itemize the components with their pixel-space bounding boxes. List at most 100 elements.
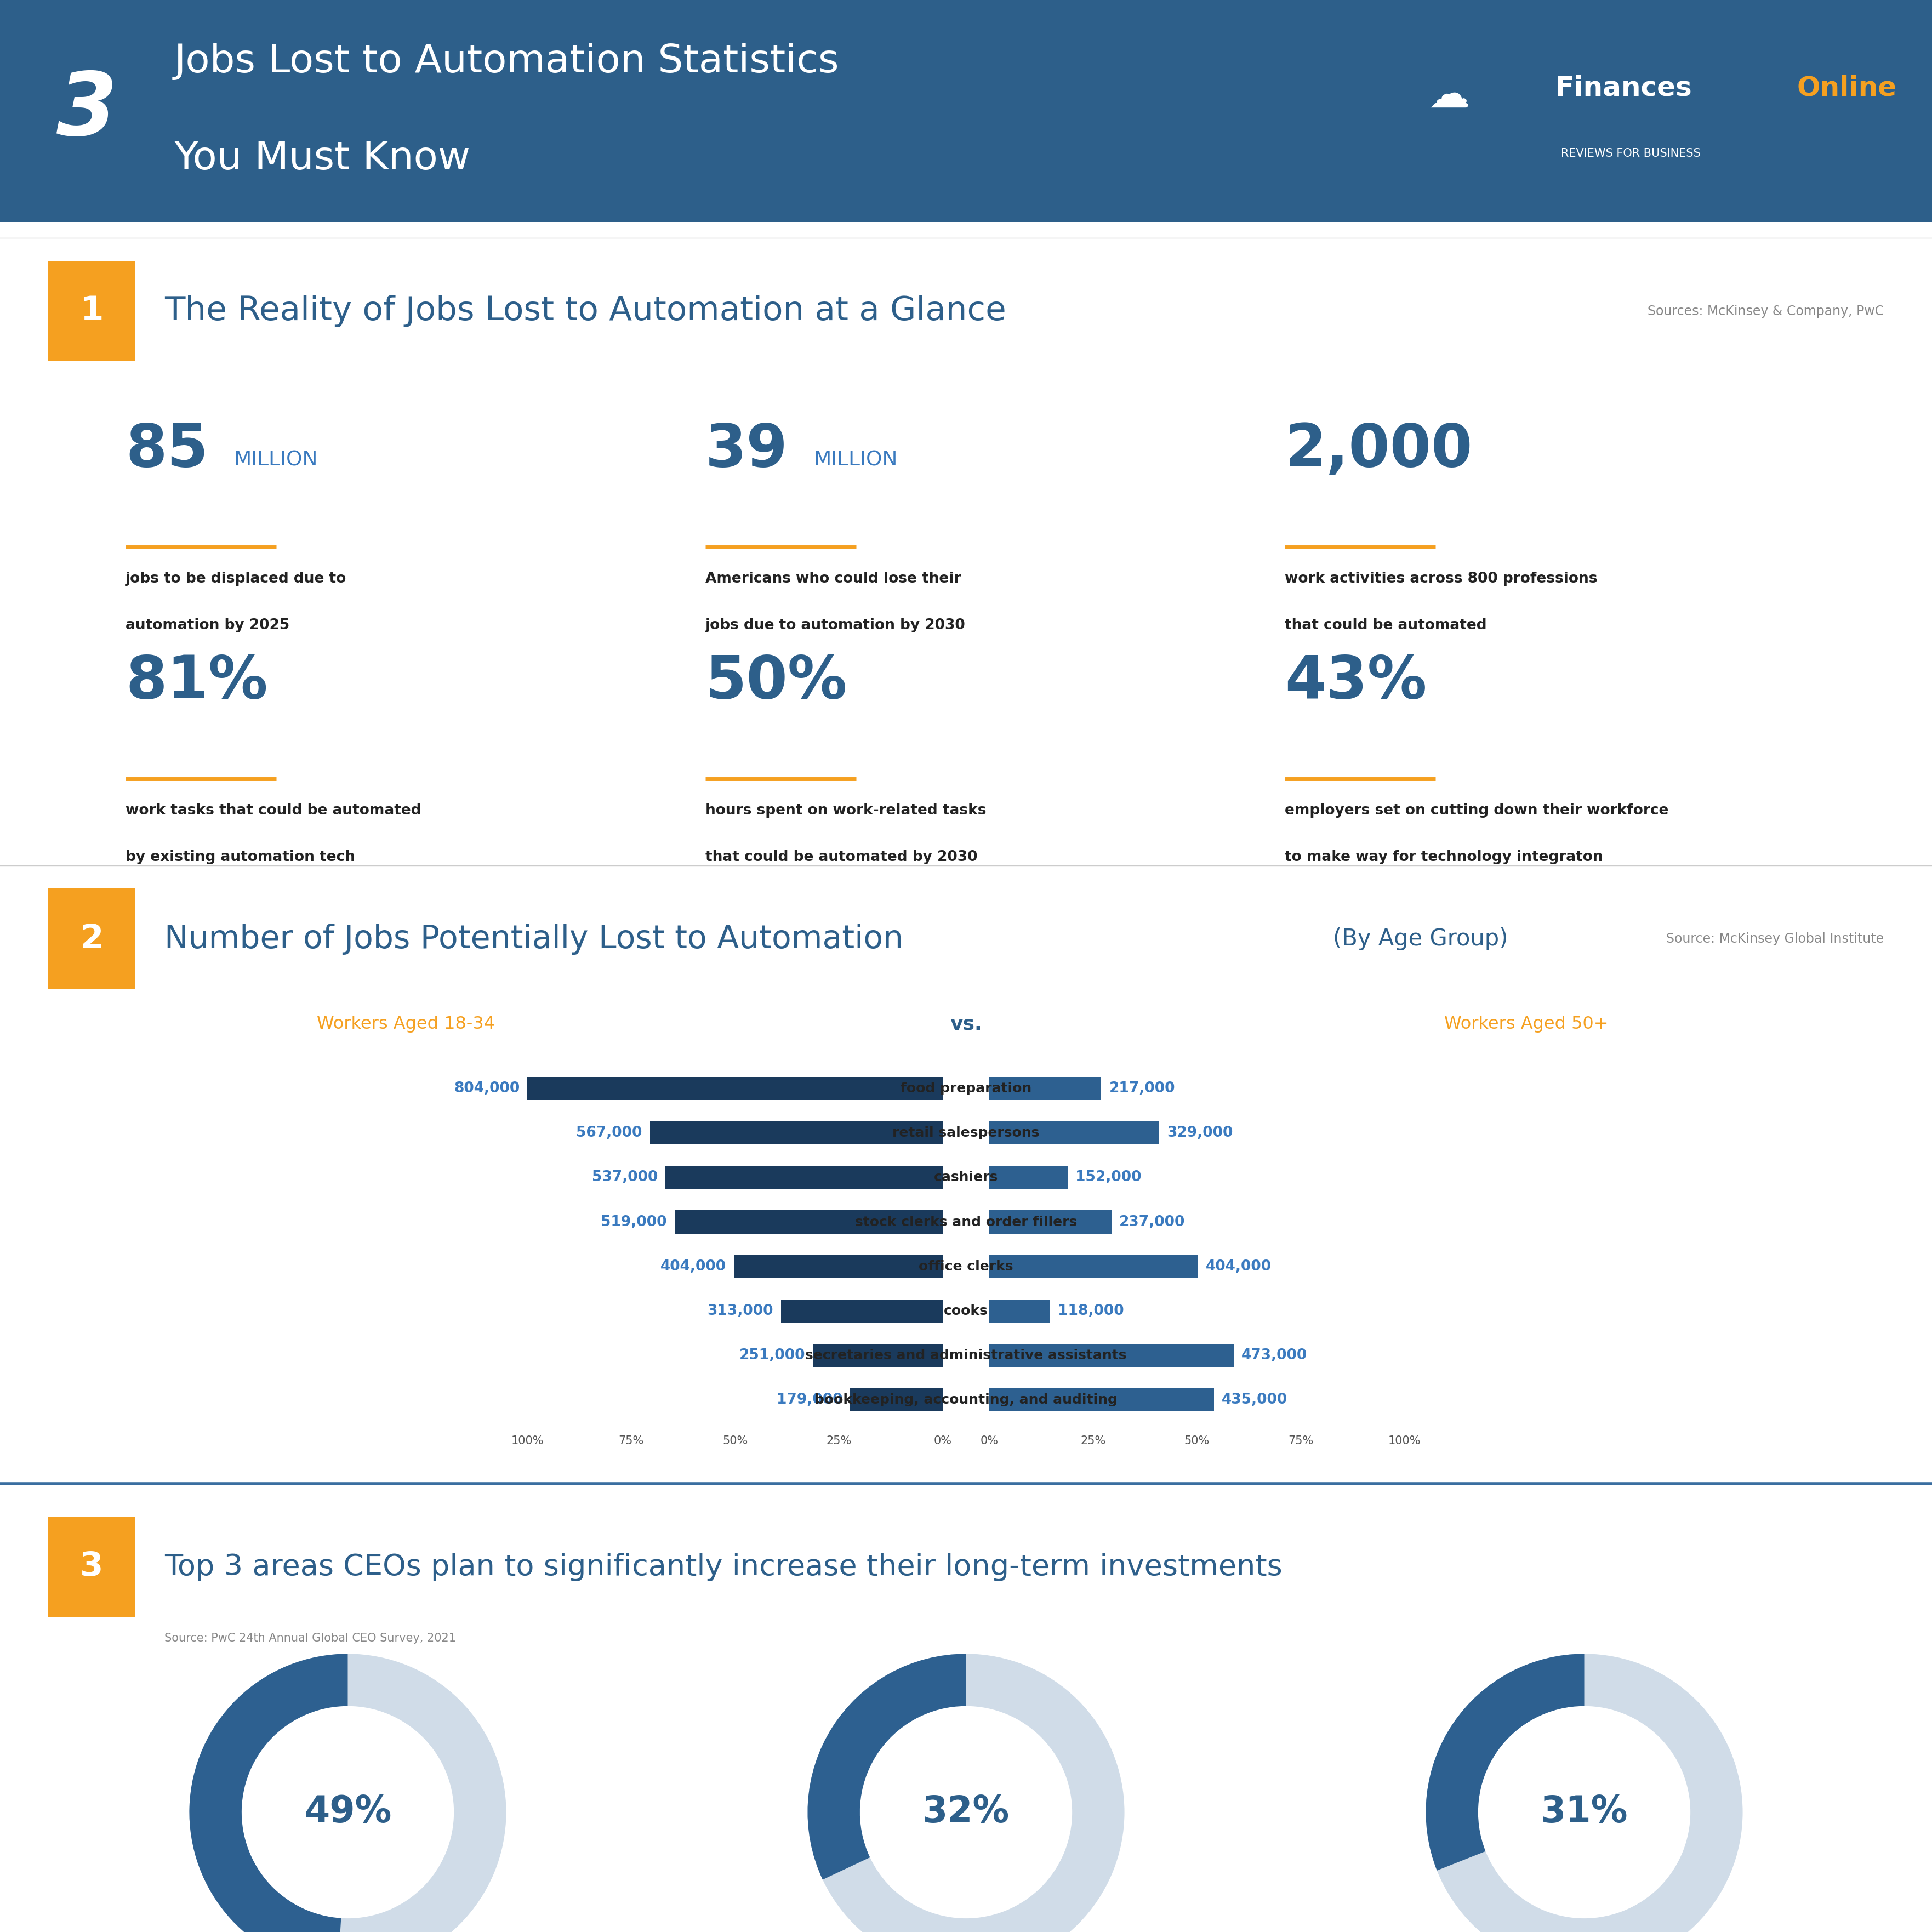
Text: 313,000: 313,000	[707, 1304, 773, 1318]
Text: 25%: 25%	[827, 1435, 852, 1447]
Text: 404,000: 404,000	[1206, 1260, 1271, 1273]
FancyBboxPatch shape	[48, 1517, 135, 1617]
Text: 2: 2	[79, 923, 104, 954]
Text: 804,000: 804,000	[454, 1082, 520, 1095]
Text: work activities across 800 professions: work activities across 800 professions	[1285, 572, 1598, 585]
Text: 32%: 32%	[922, 1795, 1010, 1830]
Text: 100%: 100%	[1389, 1435, 1420, 1447]
FancyBboxPatch shape	[674, 1211, 943, 1233]
FancyBboxPatch shape	[48, 261, 135, 361]
Text: Jobs Lost to Automation Statistics: Jobs Lost to Automation Statistics	[174, 43, 838, 81]
Text: 50%: 50%	[705, 653, 848, 711]
FancyBboxPatch shape	[0, 0, 1932, 222]
FancyBboxPatch shape	[989, 1122, 1159, 1144]
Text: stock clerks and order fillers: stock clerks and order fillers	[856, 1215, 1076, 1229]
Wedge shape	[1426, 1654, 1584, 1870]
Wedge shape	[1426, 1654, 1743, 1932]
Text: 85: 85	[126, 421, 209, 479]
Text: 3: 3	[79, 1551, 104, 1582]
Text: Online: Online	[1797, 75, 1897, 100]
Text: 537,000: 537,000	[591, 1171, 657, 1184]
FancyBboxPatch shape	[989, 1167, 1068, 1188]
Text: Source: McKinsey Global Institute: Source: McKinsey Global Institute	[1665, 933, 1884, 945]
Wedge shape	[808, 1654, 966, 1880]
FancyBboxPatch shape	[850, 1389, 943, 1410]
Text: 329,000: 329,000	[1167, 1126, 1233, 1140]
Text: cooks: cooks	[945, 1304, 987, 1318]
Text: employers set on cutting down their workforce: employers set on cutting down their work…	[1285, 804, 1669, 817]
FancyBboxPatch shape	[989, 1211, 1111, 1233]
Text: 217,000: 217,000	[1109, 1082, 1175, 1095]
Text: 31%: 31%	[1540, 1795, 1629, 1830]
Text: 519,000: 519,000	[601, 1215, 667, 1229]
FancyBboxPatch shape	[989, 1078, 1101, 1099]
Text: hours spent on work-related tasks: hours spent on work-related tasks	[705, 804, 985, 817]
FancyBboxPatch shape	[813, 1345, 943, 1366]
Text: 435,000: 435,000	[1221, 1393, 1287, 1406]
Text: Number of Jobs Potentially Lost to Automation: Number of Jobs Potentially Lost to Autom…	[164, 923, 902, 954]
Text: 25%: 25%	[1080, 1435, 1105, 1447]
Text: secretaries and administrative assistants: secretaries and administrative assistant…	[806, 1349, 1126, 1362]
Text: 237,000: 237,000	[1119, 1215, 1186, 1229]
Text: (By Age Group): (By Age Group)	[1333, 927, 1509, 951]
Text: 49%: 49%	[303, 1795, 392, 1830]
Text: 179,000: 179,000	[777, 1393, 842, 1406]
Text: 43%: 43%	[1285, 653, 1428, 711]
FancyBboxPatch shape	[989, 1389, 1213, 1410]
Text: retail salespersons: retail salespersons	[893, 1126, 1039, 1140]
Text: work tasks that could be automated: work tasks that could be automated	[126, 804, 421, 817]
Text: 50%: 50%	[723, 1435, 748, 1447]
Text: 81%: 81%	[126, 653, 269, 711]
Text: office clerks: office clerks	[920, 1260, 1012, 1273]
Text: Workers Aged 50+: Workers Aged 50+	[1445, 1016, 1607, 1032]
Text: Top 3 areas CEOs plan to significantly increase their long-term investments: Top 3 areas CEOs plan to significantly i…	[164, 1553, 1283, 1580]
Text: 2,000: 2,000	[1285, 421, 1472, 479]
Text: Americans who could lose their: Americans who could lose their	[705, 572, 960, 585]
Wedge shape	[189, 1654, 348, 1932]
Text: 100%: 100%	[512, 1435, 543, 1447]
Text: that could be automated: that could be automated	[1285, 618, 1488, 632]
Text: Sources: McKinsey & Company, PwC: Sources: McKinsey & Company, PwC	[1648, 305, 1884, 317]
Wedge shape	[808, 1654, 1124, 1932]
Text: bookkeeping, accounting, and auditing: bookkeeping, accounting, and auditing	[815, 1393, 1117, 1406]
Text: jobs due to automation by 2030: jobs due to automation by 2030	[705, 618, 966, 632]
Text: MILLION: MILLION	[234, 450, 319, 469]
Text: Workers Aged 18-34: Workers Aged 18-34	[317, 1016, 495, 1032]
Text: by existing automation tech: by existing automation tech	[126, 850, 355, 864]
FancyBboxPatch shape	[781, 1300, 943, 1321]
FancyBboxPatch shape	[527, 1078, 943, 1099]
Text: 567,000: 567,000	[576, 1126, 641, 1140]
Text: 118,000: 118,000	[1059, 1304, 1124, 1318]
Text: 0%: 0%	[980, 1435, 999, 1447]
Text: 39: 39	[705, 421, 788, 479]
FancyBboxPatch shape	[734, 1256, 943, 1277]
FancyBboxPatch shape	[989, 1256, 1198, 1277]
FancyBboxPatch shape	[989, 1300, 1051, 1321]
FancyBboxPatch shape	[665, 1167, 943, 1188]
Text: Finances: Finances	[1555, 75, 1692, 100]
Wedge shape	[189, 1654, 506, 1932]
Text: 50%: 50%	[1184, 1435, 1209, 1447]
Text: food preparation: food preparation	[900, 1082, 1032, 1095]
Text: automation by 2025: automation by 2025	[126, 618, 290, 632]
Text: vs.: vs.	[951, 1014, 981, 1034]
Text: REVIEWS FOR BUSINESS: REVIEWS FOR BUSINESS	[1561, 149, 1700, 158]
FancyBboxPatch shape	[989, 1345, 1233, 1366]
Text: 0%: 0%	[933, 1435, 952, 1447]
Text: 251,000: 251,000	[740, 1349, 806, 1362]
Text: 152,000: 152,000	[1076, 1171, 1142, 1184]
Text: ☁: ☁	[1428, 75, 1470, 116]
Text: to make way for technology integraton: to make way for technology integraton	[1285, 850, 1604, 864]
Text: The Reality of Jobs Lost to Automation at a Glance: The Reality of Jobs Lost to Automation a…	[164, 296, 1007, 327]
Text: Source: PwC 24th Annual Global CEO Survey, 2021: Source: PwC 24th Annual Global CEO Surve…	[164, 1633, 456, 1644]
Text: jobs to be displaced due to: jobs to be displaced due to	[126, 572, 346, 585]
FancyBboxPatch shape	[48, 889, 135, 989]
Text: 3: 3	[56, 70, 118, 153]
Text: 1: 1	[79, 296, 104, 327]
Text: cashiers: cashiers	[933, 1171, 999, 1184]
Text: that could be automated by 2030: that could be automated by 2030	[705, 850, 978, 864]
Text: 404,000: 404,000	[661, 1260, 726, 1273]
FancyBboxPatch shape	[649, 1122, 943, 1144]
Text: 75%: 75%	[618, 1435, 643, 1447]
Text: MILLION: MILLION	[813, 450, 898, 469]
